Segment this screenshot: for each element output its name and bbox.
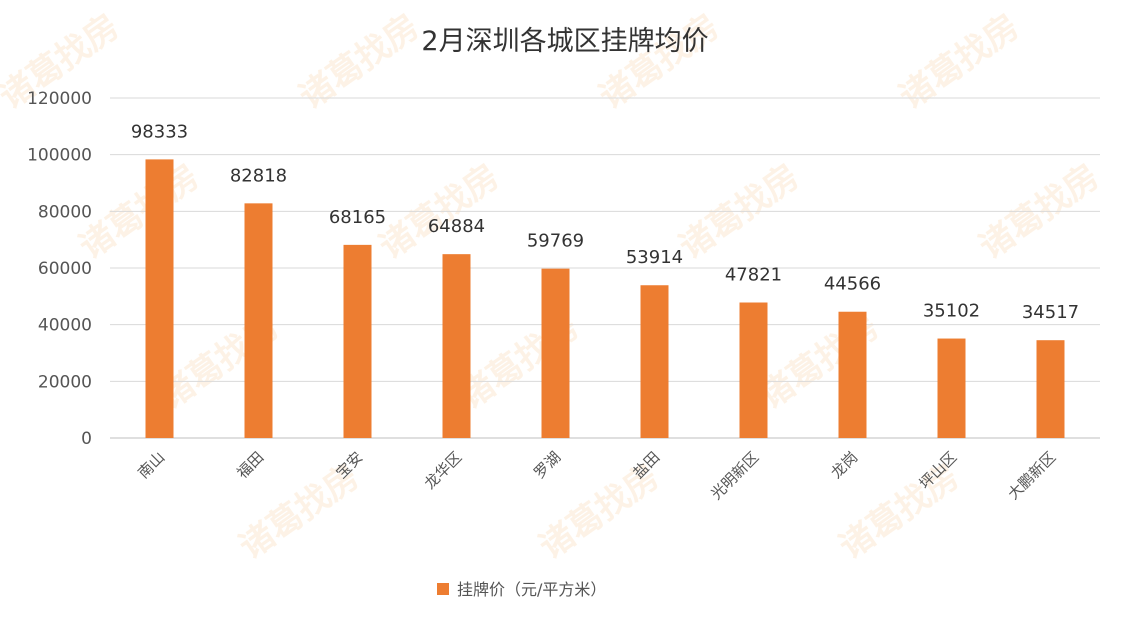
y-tick-label: 120000 [27, 89, 92, 109]
data-label: 53914 [626, 247, 683, 268]
bar [1036, 340, 1065, 438]
data-label: 59769 [527, 231, 584, 252]
watermark-text: 诸葛找房 [372, 157, 506, 268]
data-label: 68165 [329, 207, 386, 228]
watermark-text: 诸葛找房 [892, 7, 1026, 118]
y-tick-label: 0 [81, 429, 92, 449]
watermark-text: 诸葛找房 [292, 7, 426, 118]
x-tick-label: 罗湖 [530, 448, 564, 482]
chart-title: 2月深圳各城区挂牌均价 [421, 26, 708, 57]
bar [145, 159, 174, 438]
data-label: 82818 [230, 165, 287, 186]
watermark-text: 诸葛找房 [72, 157, 206, 268]
y-tick-label: 80000 [38, 202, 92, 222]
bar [640, 285, 669, 438]
y-tick-label: 20000 [38, 372, 92, 392]
x-tick-label: 龙岗 [827, 448, 861, 482]
data-label: 35102 [923, 301, 980, 322]
watermark-text: 诸葛找房 [972, 157, 1106, 268]
watermark-text: 诸葛找房 [672, 157, 806, 268]
bar [442, 254, 471, 438]
bar [838, 311, 867, 438]
x-tick-label: 大鹏新区 [1004, 448, 1059, 503]
bar [343, 244, 372, 438]
data-label: 34517 [1022, 302, 1079, 323]
bar [244, 203, 273, 438]
bar [541, 268, 570, 438]
data-label: 44566 [824, 274, 881, 295]
bar [739, 302, 768, 438]
legend-swatch [437, 583, 449, 595]
x-tick-label: 龙华区 [421, 448, 466, 493]
y-tick-label: 100000 [27, 146, 92, 166]
legend-label: 挂牌价（元/平方米） [457, 580, 606, 599]
bar [937, 338, 966, 438]
watermark-text: 诸葛找房 [592, 7, 726, 118]
x-tick-label: 光明新区 [707, 448, 762, 503]
data-label: 98333 [131, 121, 188, 142]
data-label: 47821 [725, 265, 782, 286]
y-tick-label: 40000 [38, 316, 92, 336]
data-label: 64884 [428, 216, 485, 237]
y-tick-label: 60000 [38, 259, 92, 279]
x-tick-label: 南山 [134, 448, 168, 482]
x-tick-label: 福田 [233, 448, 267, 482]
